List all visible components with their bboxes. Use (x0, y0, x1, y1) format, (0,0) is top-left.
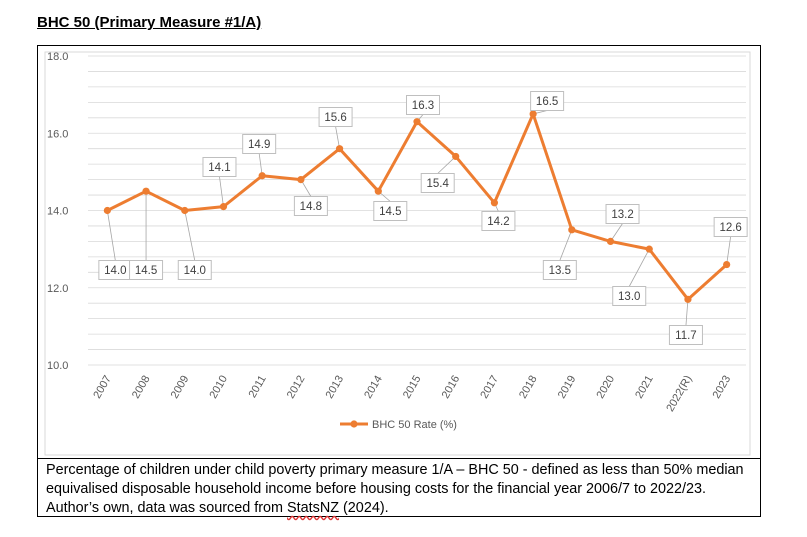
data-label-leader (726, 236, 732, 265)
data-label-leader (184, 210, 196, 261)
data-label-box (202, 157, 237, 177)
data-point (103, 206, 111, 215)
data-point (413, 118, 421, 126)
data-label-box (242, 134, 277, 154)
data-label-leader (258, 153, 263, 176)
section-heading: BHC 50 (Primary Measure #1/A) (37, 14, 262, 31)
data-label-box (177, 260, 212, 280)
data-label-box (668, 325, 703, 345)
data-label-leader (685, 299, 689, 326)
data-label: 15.4 (427, 178, 450, 190)
data-label: 14.8 (300, 201, 322, 213)
data-point (645, 245, 653, 253)
data-label-box (530, 91, 565, 111)
caption-source: StatsNZ (287, 500, 340, 516)
data-label-leader (219, 176, 224, 207)
legend-label: BHC 50 Rate (%) (372, 419, 457, 431)
caption-text: Percentage of children under child pover… (46, 462, 744, 516)
y-tick-label: 14.0 (47, 206, 68, 218)
data-label: 14.0 (104, 265, 126, 277)
data-point (568, 226, 576, 234)
data-point (219, 203, 228, 211)
data-label-box (129, 260, 164, 280)
data-label-box (420, 173, 455, 193)
data-label: 13.5 (549, 265, 571, 277)
data-label: 14.5 (135, 265, 157, 277)
data-label: 14.1 (208, 162, 230, 174)
data-label: 14.9 (248, 139, 270, 151)
data-label-box (612, 286, 647, 306)
data-point (723, 260, 731, 269)
y-tick-label: 10.0 (47, 360, 68, 372)
chart-plot-border (44, 51, 751, 456)
chart-container: 10.0 12.0 14.0 16.0 18.0 2007 2008 2009 2010 201… (38, 46, 760, 458)
data-label: 16.3 (412, 100, 434, 112)
legend-marker (350, 420, 358, 428)
data-point (684, 295, 692, 303)
data-label: 14.2 (487, 216, 509, 228)
data-label-box (318, 107, 353, 127)
data-point (529, 110, 537, 118)
data-point (181, 206, 189, 215)
data-label-leader (106, 210, 116, 261)
data-point (335, 145, 344, 153)
y-tick-label: 16.0 (47, 128, 68, 140)
data-label-box (713, 217, 748, 237)
data-label-box (293, 196, 328, 216)
data-label-leader (628, 248, 650, 287)
data-label-box (542, 260, 577, 280)
y-tick-label: 18.0 (47, 51, 68, 63)
data-point (142, 187, 150, 195)
data-point (490, 199, 499, 207)
data-label: 13.0 (618, 291, 640, 303)
data-label-box (406, 95, 440, 115)
data-label-box (481, 211, 516, 231)
caption-text-end: (2024). (339, 500, 389, 516)
data-label-box (373, 201, 408, 221)
data-label: 14.5 (379, 206, 401, 218)
data-label: 14.0 (184, 265, 206, 277)
data-label-leader (559, 229, 573, 261)
data-label-box (605, 204, 640, 224)
data-label: 12.6 (719, 222, 741, 234)
data-label: 13.2 (611, 209, 633, 221)
line-chart: 10.012.014.016.018.0 2007 2008 2009 2010 201… (44, 51, 751, 456)
data-point (606, 237, 615, 245)
data-point (374, 187, 382, 195)
data-label-leader (437, 156, 456, 174)
data-point (452, 152, 460, 161)
data-label: 11.7 (675, 330, 697, 342)
data-label: 15.6 (324, 112, 346, 124)
data-label-leader (335, 126, 340, 149)
data-point (258, 172, 266, 180)
data-label: 16.5 (536, 96, 558, 108)
data-point (297, 176, 305, 184)
figure-caption: Percentage of children under child pover… (38, 458, 760, 516)
y-tick-label: 12.0 (47, 283, 68, 295)
figure-table: 10.0 12.0 14.0 16.0 18.0 2007 2008 2009 2010 201… (37, 45, 761, 517)
